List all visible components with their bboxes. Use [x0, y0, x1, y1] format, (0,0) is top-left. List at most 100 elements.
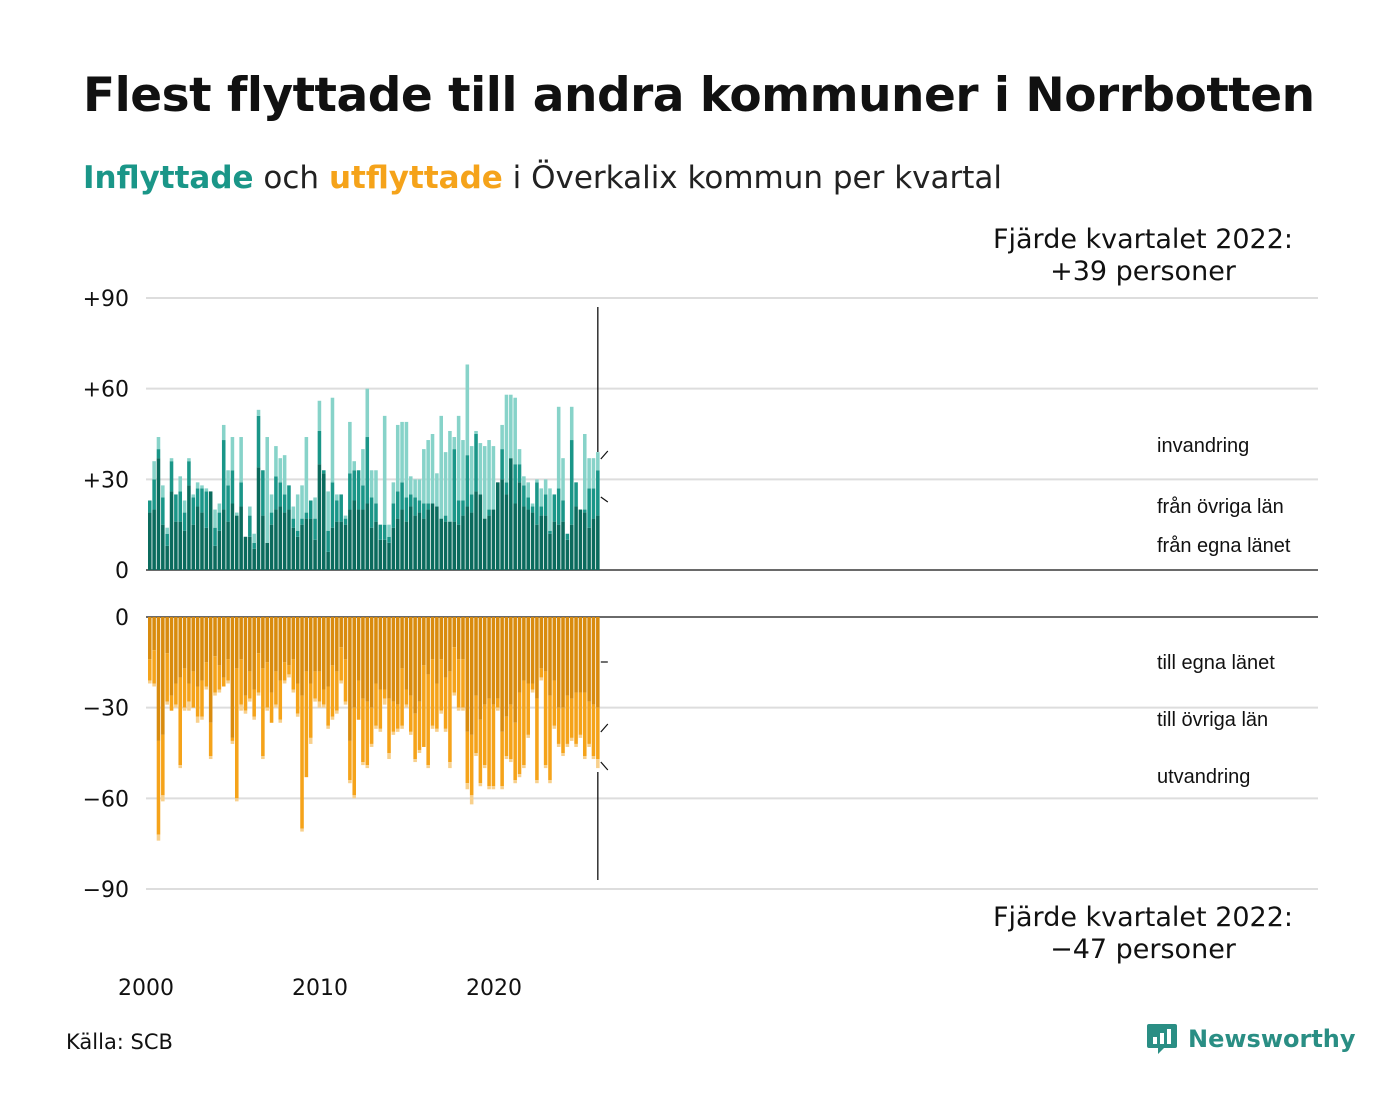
bar-out-egna — [269, 617, 274, 693]
bar-in-ovriga — [530, 506, 535, 513]
bar-in-ovriga — [282, 494, 287, 513]
segment-labels: invandring från övriga län från egna länet… — [597, 307, 1291, 880]
brand-name: Newsworthy — [1188, 1025, 1356, 1053]
newsworthy-logo: Newsworthy — [1146, 1022, 1356, 1056]
bar-in-egna — [200, 512, 204, 570]
bar-out-egna — [178, 617, 182, 678]
bar-out-ovriga — [282, 662, 287, 681]
bar-in-egna — [517, 482, 522, 570]
note-top-line1: Fjärde kvartalet 2022: — [992, 224, 1294, 255]
bar-out-utvandring — [274, 704, 278, 708]
bar-out-egna — [478, 617, 483, 720]
bar-out-utvandring — [556, 743, 561, 747]
bar-in-invandring — [200, 485, 204, 489]
bar-out-egna — [496, 617, 500, 699]
bar-out-egna — [252, 617, 256, 690]
bar-out-utvandring — [156, 834, 161, 841]
bar-out-utvandring — [382, 698, 387, 705]
bar-in-ovriga — [261, 470, 265, 516]
bar-out-utvandring — [461, 707, 465, 711]
bar-out-egna — [261, 617, 265, 669]
bar-out-ovriga — [548, 695, 552, 781]
bar-in-egna — [561, 521, 565, 570]
bar-out-egna — [213, 617, 217, 657]
bar-out-ovriga — [539, 668, 544, 678]
bar-in-invandring — [535, 479, 539, 483]
bar-in-egna — [461, 515, 465, 570]
note-bottom-line2: −47 personer — [1050, 934, 1236, 965]
bar-in-egna — [261, 515, 265, 570]
bar-in-egna — [504, 494, 509, 570]
y-tick-label: −60 — [83, 787, 129, 812]
bar-in-invandring — [291, 506, 296, 519]
bar-out-egna — [561, 617, 565, 708]
bar-out-utvandring — [182, 707, 187, 711]
bar-in-egna — [513, 503, 517, 570]
bar-in-invandring — [569, 406, 574, 441]
bar-in-egna — [422, 518, 426, 570]
bar-in-egna — [230, 503, 235, 570]
bar-out-ovriga — [526, 683, 530, 735]
bar-out-ovriga — [465, 731, 470, 784]
bar-in-egna — [413, 515, 417, 570]
bar-in-invandring — [430, 434, 435, 504]
bar-in-ovriga — [352, 470, 356, 501]
bar-in-invandring — [522, 476, 526, 486]
bar-in-ovriga — [443, 515, 448, 522]
bar-out-utvandring — [317, 701, 322, 708]
bar-out-egna — [391, 617, 396, 702]
segment-label-in: från egna länet — [1157, 535, 1291, 557]
bar-in-invandring — [491, 446, 496, 510]
bar-out-egna — [148, 617, 152, 660]
bar-in-ovriga — [152, 479, 156, 510]
bar-out-egna — [587, 617, 591, 702]
bar-out-ovriga — [387, 698, 391, 753]
bar-in-egna — [317, 464, 322, 570]
bar-in-egna — [165, 545, 169, 570]
bar-in-ovriga — [317, 430, 322, 465]
bar-out-utvandring — [165, 701, 169, 705]
bar-in-egna — [539, 515, 544, 570]
bar-in-ovriga — [330, 482, 335, 528]
bar-in-egna — [335, 521, 339, 570]
bar-out-egna — [243, 617, 248, 696]
bar-in-invandring — [326, 491, 330, 531]
bar-in-invandring — [583, 434, 587, 510]
bar-in-ovriga — [339, 494, 343, 522]
bar-in-invandring — [265, 437, 269, 543]
bar-out-egna — [291, 617, 296, 660]
bar-in-ovriga — [221, 440, 226, 510]
bar-out-ovriga — [239, 659, 243, 705]
bar-in-invandring — [426, 440, 430, 504]
bar-in-ovriga — [395, 491, 400, 519]
bar-out-utvandring — [287, 674, 291, 678]
bar-out-ovriga — [535, 698, 539, 781]
bar-out-utvandring — [509, 759, 513, 763]
bar-in-egna — [256, 467, 261, 570]
bar-out-utvandring — [148, 680, 152, 684]
bar-in-ovriga — [178, 491, 182, 522]
bar-in-egna — [469, 512, 474, 570]
bar-in-invandring — [596, 452, 600, 471]
bar-in-invandring — [587, 458, 591, 489]
bar-in-egna — [174, 521, 178, 570]
bar-out-ovriga — [317, 671, 322, 702]
bar-in-invandring — [513, 397, 517, 465]
bar-out-ovriga — [422, 665, 426, 747]
bar-in-invandring — [517, 449, 522, 465]
bar-out-egna — [200, 617, 204, 681]
bar-out-utvandring — [335, 710, 339, 714]
bar-in-ovriga — [326, 530, 330, 552]
bar-out-utvandring — [235, 798, 239, 802]
bar-out-egna — [300, 617, 304, 696]
bar-out-egna — [422, 617, 426, 666]
bar-out-egna — [256, 617, 261, 654]
bar-out-egna — [182, 617, 187, 669]
bar-in-egna — [191, 524, 196, 570]
bar-out-ovriga — [417, 701, 422, 750]
bar-in-ovriga — [165, 533, 169, 546]
bar-in-ovriga — [195, 488, 200, 507]
bar-in-ovriga — [213, 527, 217, 546]
bar-in-invandring — [365, 388, 370, 438]
bar-out-utvandring — [343, 701, 348, 705]
